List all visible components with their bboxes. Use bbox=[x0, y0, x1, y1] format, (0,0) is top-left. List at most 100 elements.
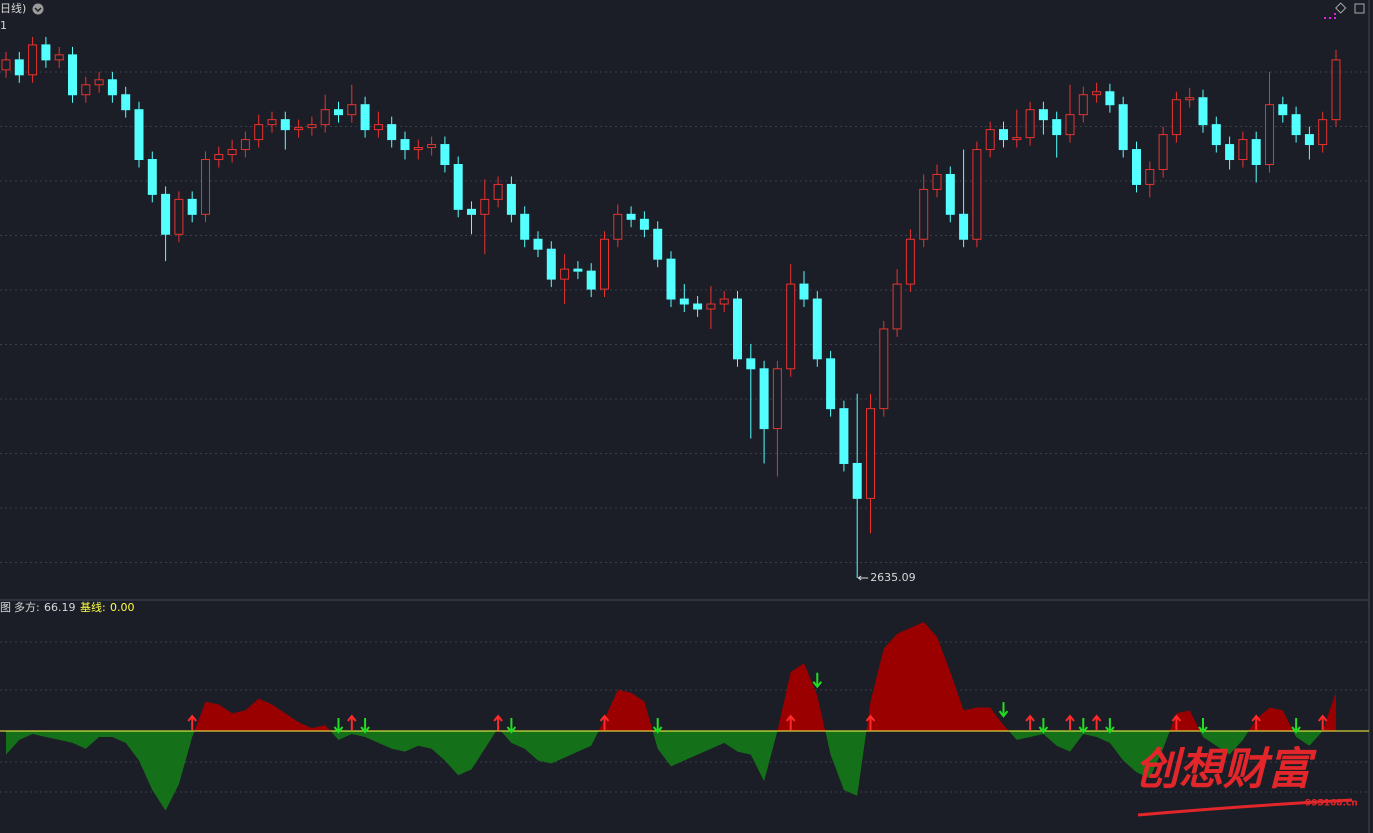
candle-body bbox=[945, 173, 955, 215]
buy-arrow bbox=[1065, 714, 1075, 731]
buy-arrow bbox=[493, 714, 503, 731]
buy-arrow bbox=[1091, 714, 1102, 731]
candle-body bbox=[1198, 97, 1208, 126]
candle-body bbox=[586, 270, 596, 290]
candle-body bbox=[812, 298, 822, 360]
candle-body bbox=[985, 129, 995, 151]
candle-body bbox=[134, 109, 144, 161]
candle-body bbox=[919, 188, 929, 240]
candle-body bbox=[1118, 104, 1128, 151]
candle-body bbox=[600, 238, 609, 290]
candle-body bbox=[1291, 114, 1301, 136]
sell-arrow bbox=[812, 672, 823, 689]
buy-arrow bbox=[347, 714, 357, 731]
candle-body bbox=[307, 124, 317, 129]
candle-body bbox=[772, 368, 782, 430]
candle-body bbox=[1052, 119, 1062, 136]
buy-arrow bbox=[865, 714, 876, 731]
candle-body bbox=[347, 104, 357, 116]
candle-body bbox=[334, 109, 343, 116]
indicator-title: 图 bbox=[0, 601, 11, 614]
candle-body bbox=[520, 213, 530, 240]
candle-body bbox=[387, 124, 397, 141]
candle-body bbox=[839, 408, 849, 464]
candle-body bbox=[679, 298, 689, 305]
candle-body bbox=[1251, 139, 1261, 166]
candle-body bbox=[746, 358, 756, 370]
candle-body bbox=[1025, 109, 1035, 139]
buy-arrow bbox=[599, 714, 610, 731]
candle-body bbox=[294, 127, 304, 131]
watermark-url: 995168.cn bbox=[1305, 799, 1358, 809]
candle-body bbox=[1158, 134, 1168, 170]
candle-body bbox=[174, 198, 184, 235]
candle-body bbox=[932, 173, 942, 190]
candle-body bbox=[240, 139, 250, 151]
candle-body bbox=[28, 44, 38, 76]
candle-body bbox=[54, 54, 64, 61]
candle-body bbox=[866, 408, 875, 499]
dots-icon bbox=[1324, 13, 1336, 19]
candle-body bbox=[799, 283, 809, 300]
indicator-name: 多方: bbox=[14, 600, 40, 614]
candle-body bbox=[1078, 94, 1088, 116]
sell-arrow bbox=[998, 702, 1009, 718]
candle-body bbox=[14, 59, 24, 76]
sell-arrow bbox=[360, 718, 370, 734]
low-label: 2635.09 bbox=[870, 571, 916, 584]
candle-body bbox=[719, 298, 729, 305]
sell-arrow bbox=[652, 718, 663, 734]
candle-body bbox=[1185, 97, 1195, 101]
candle-body bbox=[440, 144, 450, 166]
sell-arrow bbox=[1078, 718, 1089, 734]
candle-body bbox=[972, 149, 982, 240]
candle-body bbox=[227, 149, 237, 156]
candle-body bbox=[68, 54, 77, 96]
candle-body bbox=[480, 198, 490, 215]
candle-body bbox=[254, 124, 264, 141]
candle-body bbox=[94, 79, 104, 86]
candle-body bbox=[892, 283, 902, 330]
candle-body bbox=[905, 238, 915, 285]
candle-body bbox=[653, 228, 663, 260]
candle-body bbox=[613, 213, 623, 240]
candle-body bbox=[733, 298, 742, 360]
candle-body bbox=[879, 328, 889, 410]
sell-arrow bbox=[1105, 718, 1115, 734]
candle-body bbox=[187, 198, 197, 215]
candle-body bbox=[546, 248, 556, 280]
candle-body bbox=[759, 368, 769, 430]
candle-body bbox=[161, 193, 171, 235]
candle-body bbox=[1278, 104, 1288, 116]
candle-body bbox=[201, 159, 210, 215]
low-arrow bbox=[857, 575, 869, 581]
dropdown-chevron bbox=[34, 7, 42, 13]
window-icon[interactable] bbox=[1354, 3, 1365, 14]
chart-title: 日线) bbox=[0, 1, 26, 15]
candle-body bbox=[121, 94, 131, 111]
candle-body bbox=[81, 84, 91, 96]
candle-body bbox=[320, 109, 330, 126]
candle-body bbox=[413, 147, 423, 151]
candle-body bbox=[1304, 134, 1314, 146]
dropdown-icon[interactable] bbox=[32, 3, 44, 15]
candle-body bbox=[693, 303, 703, 310]
candle-body bbox=[506, 183, 516, 215]
candle-body bbox=[267, 119, 277, 126]
candle-body bbox=[626, 213, 636, 220]
candle-body bbox=[560, 268, 570, 280]
candle-body bbox=[373, 124, 383, 131]
sell-arrow bbox=[333, 718, 344, 734]
candle-body bbox=[1092, 91, 1102, 96]
watermark-swoosh bbox=[1137, 798, 1353, 817]
candle-body bbox=[1132, 149, 1141, 185]
candle-body bbox=[1065, 114, 1075, 136]
diamond-icon[interactable] bbox=[1335, 2, 1347, 14]
candle-body bbox=[493, 183, 503, 200]
candle-body bbox=[666, 258, 676, 300]
sell-arrow bbox=[506, 718, 517, 734]
candle-body bbox=[1012, 137, 1022, 141]
area-negative bbox=[6, 731, 1336, 811]
buy-arrow bbox=[1171, 714, 1182, 731]
